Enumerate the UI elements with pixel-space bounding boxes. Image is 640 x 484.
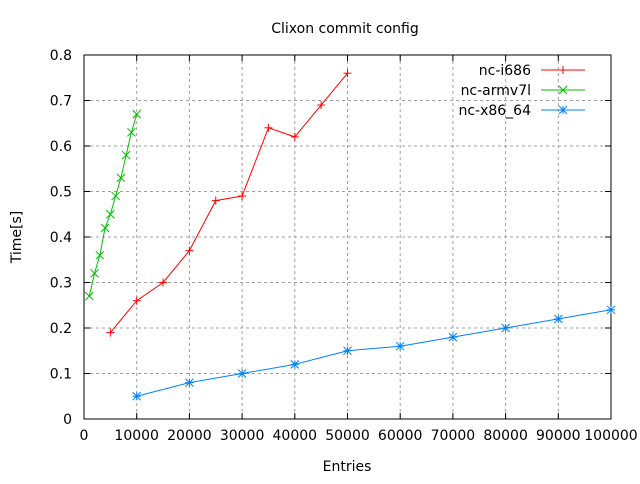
x-tick-label: 30000 [220,428,265,444]
y-tick-label: 0.1 [50,367,72,383]
y-tick-label: 0.5 [50,185,72,201]
y-tick-label: 0.8 [50,48,72,64]
legend: nc-i686 nc-armv7l nc-x86_64 [458,63,585,119]
marker [132,109,142,119]
marker [237,369,247,378]
series-line [88,114,138,297]
series [84,69,616,401]
y-tick-label: 0.2 [50,321,72,337]
y-tick-label: 0 [63,412,72,428]
x-tick-label: 0 [80,428,89,444]
x-tick-label: 50000 [325,428,370,444]
x-tick-label: 90000 [536,428,581,444]
grid [84,55,611,419]
y-tick-label: 0.6 [50,139,72,155]
legend-label: nc-armv7l [461,83,531,99]
marker [553,314,563,324]
marker [105,209,115,219]
marker [121,150,131,160]
marker [343,346,352,356]
marker [95,250,105,260]
y-tick-label: 0.3 [50,276,72,292]
x-tick-label: 70000 [431,428,476,444]
legend-label: nc-i686 [479,63,531,79]
legend-label: nc-x86_64 [458,103,531,119]
marker [185,378,194,387]
series-nc-x86_64 [132,305,616,401]
marker [111,191,120,201]
y-axis-label: Time[s] [9,211,25,264]
marker [84,291,94,301]
marker [116,173,126,183]
ticks: 0 10000 20000 30000 40000 50000 60000 70000 8000… [50,48,638,444]
marker [395,341,405,351]
series-line [136,309,612,397]
marker [606,305,616,315]
marker [290,360,300,369]
series-line [109,72,348,333]
marker [100,223,110,233]
marker [132,391,142,401]
x-tick-label: 100000 [584,428,637,444]
x-tick-label: 20000 [167,428,212,444]
marker [90,269,99,278]
series-nc-i686 [106,69,352,337]
x-axis-label: Entries [323,459,372,475]
marker [558,105,568,115]
marker [558,85,568,95]
marker [448,332,458,342]
y-tick-label: 0.7 [50,94,72,110]
y-tick-label: 0.4 [50,230,72,246]
chart-title: Clixon commit config [271,21,419,37]
x-tick-label: 80000 [483,428,528,444]
x-tick-label: 60000 [378,428,423,444]
marker [127,127,136,137]
marker [501,323,510,333]
series-nc-armv7l [84,109,142,301]
x-tick-label: 10000 [114,428,159,444]
x-tick-label: 40000 [273,428,318,444]
